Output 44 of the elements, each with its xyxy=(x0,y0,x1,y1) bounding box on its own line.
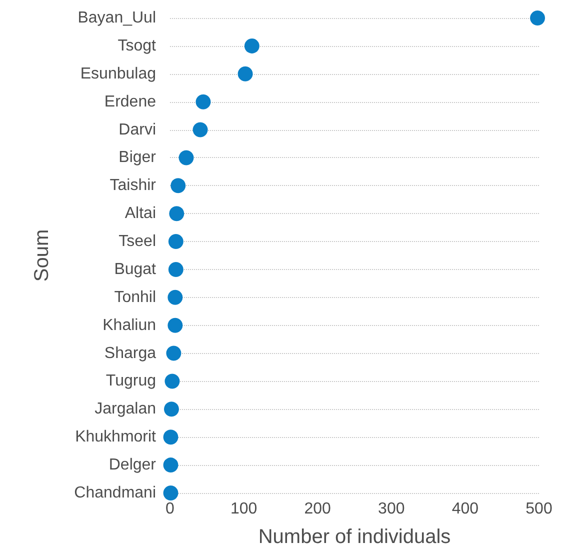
point xyxy=(530,10,546,26)
x-tick-label: 300 xyxy=(378,500,405,518)
point xyxy=(168,262,184,277)
point xyxy=(178,150,194,166)
point xyxy=(164,374,180,389)
point xyxy=(170,178,186,194)
y-tick-label: Altai xyxy=(124,205,156,222)
y-tick-label: Taishir xyxy=(110,177,157,194)
point xyxy=(238,66,253,82)
y-tick-label: Bayan_Uul xyxy=(78,10,156,26)
point xyxy=(168,234,184,250)
point xyxy=(168,290,183,305)
x-tick-label: 400 xyxy=(452,500,479,518)
y-tick-label: Tsogt xyxy=(118,37,157,54)
point xyxy=(164,402,179,417)
point xyxy=(163,458,178,473)
y-axis-title: Soum xyxy=(31,229,53,282)
y-tick-label: Biger xyxy=(118,149,157,166)
point xyxy=(163,430,178,445)
x-tick-label: 100 xyxy=(230,500,258,518)
y-tick-label: Khukhmorit xyxy=(75,428,157,446)
point xyxy=(196,94,211,110)
point xyxy=(166,346,182,361)
y-tick-label: Esunbulag xyxy=(80,65,156,82)
point xyxy=(192,122,208,138)
point xyxy=(168,318,183,333)
y-tick-label: Sharga xyxy=(104,344,156,362)
y-tick-label: Tseel xyxy=(118,233,156,250)
y-tick-label: Khaliun xyxy=(102,316,156,334)
y-tick-label: Darvi xyxy=(118,121,156,138)
x-tick-label: 200 xyxy=(304,500,332,518)
y-tick-label: Jargalan xyxy=(94,400,156,418)
y-tick-label: Erdene xyxy=(104,93,156,110)
point xyxy=(163,486,178,500)
point xyxy=(244,38,260,54)
x-axis-title: Number of individuals xyxy=(258,526,451,548)
y-tick-label: Bugat xyxy=(114,260,157,278)
point xyxy=(169,206,184,222)
y-tick-label: Chandmani xyxy=(74,484,156,502)
y-tick-label: Tugrug xyxy=(106,372,156,390)
y-tick-label: Tonhil xyxy=(114,288,156,306)
y-tick-label: Delger xyxy=(108,456,157,474)
x-tick-label: 500 xyxy=(526,500,552,518)
x-tick-label: 0 xyxy=(166,500,175,518)
